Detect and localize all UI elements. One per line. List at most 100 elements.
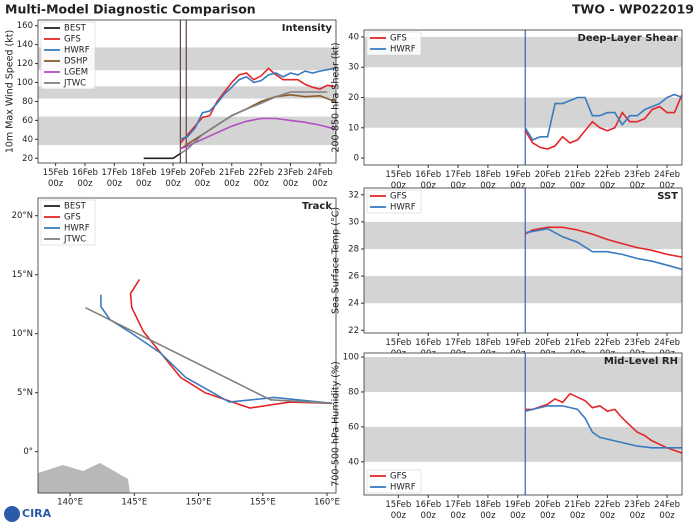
series-line [525, 227, 682, 271]
y-tick-label: 28 [348, 244, 359, 254]
panel-title: Intensity [282, 23, 333, 34]
y-tick-label: 40 [348, 457, 359, 467]
band [364, 276, 682, 304]
plot-area [38, 198, 336, 493]
y-axis-label: Sea Surface Temp (°C) [331, 207, 342, 314]
y-tick-label: 140 [17, 40, 33, 50]
storm-id: TWO - WP022019 [572, 2, 694, 17]
legend-label: BEST [64, 24, 87, 34]
y-tick-label: 32 [348, 190, 359, 200]
panel: 0° 5°N 10°N 15°N 20°N 140°E 145°E 150°E 155°E 160… [12, 197, 340, 508]
legend-label: HWRF [390, 483, 416, 493]
y-tick-label: 30 [348, 217, 359, 227]
x-tick-label: 140°E [57, 498, 83, 508]
series-line [525, 392, 682, 454]
y-tick-label: 20°N [12, 211, 33, 221]
y-axis-label: 200-850 hPa Shear (kt) [331, 42, 342, 152]
series-line [143, 152, 181, 160]
band [364, 426, 682, 462]
y-tick-label: 20 [22, 154, 33, 164]
y-tick-label: 0 [354, 154, 359, 164]
y-tick-label: 60 [348, 422, 359, 432]
legend-label: HWRF [64, 224, 90, 234]
y-axis-label: 10m Max Wind Speed (kt) [5, 30, 16, 153]
y-tick-label: 0° [23, 447, 33, 457]
band [364, 221, 682, 249]
legend-label: GFS [390, 34, 407, 44]
y-tick-label: 120 [17, 59, 33, 69]
y-axis-label: 700-500 hPa Humidity (%) [331, 361, 342, 486]
series-line [100, 294, 333, 405]
frame [37, 19, 337, 164]
x-tick-label: 155°E [250, 498, 276, 508]
x-tick-label: 145°E [121, 498, 147, 508]
band [38, 86, 336, 99]
y-tick-label: 30 [348, 63, 359, 73]
logo: CIRA [4, 506, 52, 522]
legend-label: GFS [390, 472, 407, 482]
y-tick-label: 5°N [17, 388, 33, 398]
series-line [525, 405, 682, 449]
series-line [524, 94, 682, 150]
panel-title: Deep-Layer Shear [578, 33, 679, 44]
logo-mark [4, 506, 20, 522]
y-tick-label: 80 [22, 97, 33, 107]
series-line [180, 67, 335, 141]
y-tick-label: 80 [348, 387, 359, 397]
legend-label: DSHP [64, 57, 87, 67]
band [38, 47, 336, 71]
panel: 22242628303215Feb00z16Feb00z17Feb00z18Fe… [331, 187, 683, 359]
series-line [179, 91, 328, 155]
land [38, 463, 130, 493]
series-line [85, 306, 333, 405]
legend-label: HWRF [64, 46, 90, 56]
legend-label: JTWC [63, 235, 86, 245]
legend-label: GFS [64, 35, 81, 45]
panel-title: SST [657, 191, 678, 202]
series-line [180, 117, 335, 150]
legend-label: HWRF [390, 203, 416, 213]
legend-label: GFS [64, 213, 81, 223]
y-tick-label: 26 [348, 272, 359, 282]
y-tick-label: 24 [348, 299, 359, 309]
series-line [179, 67, 335, 144]
band [364, 97, 682, 128]
y-tick-label: 100 [343, 353, 359, 363]
y-tick-label: 160 [17, 21, 33, 31]
y-tick-label: 15°N [12, 270, 33, 280]
y-tick-label: 22 [348, 326, 359, 336]
x-tick-label: 160°E [314, 498, 340, 508]
series-line [524, 93, 682, 141]
legend-label: JTWC [63, 79, 86, 89]
legend-box [40, 199, 96, 246]
y-tick-label: 40 [22, 135, 33, 145]
page-title: Multi-Model Diagnostic Comparison [5, 2, 256, 17]
panel-title: Mid-Level RH [604, 356, 678, 367]
